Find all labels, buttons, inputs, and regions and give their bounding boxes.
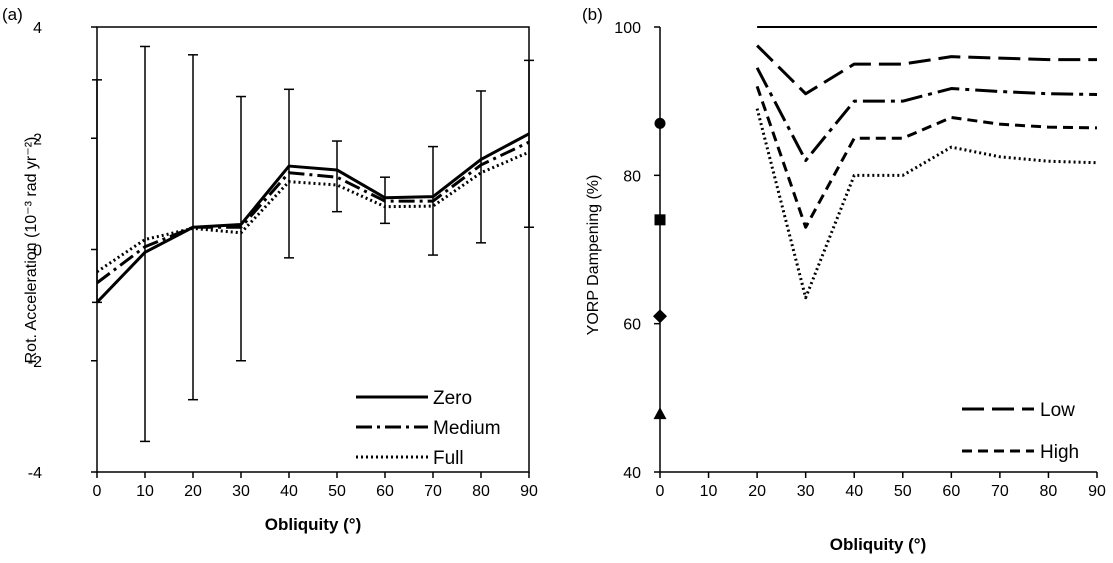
y-tick-label: 4 [33, 20, 42, 37]
panel-b-x-axis-title: Obliquity (°) [830, 535, 927, 554]
x-tick-label: 0 [93, 483, 102, 500]
marker-circle [654, 117, 666, 129]
panel-a-x-axis-title: Obliquity (°) [265, 515, 362, 534]
panel-b-legend: Low High [962, 400, 1079, 463]
legend-medium-label: Medium [433, 418, 501, 439]
panel-a-series [95, 132, 530, 304]
panel-b-y-axis-title: YORP Dampening (%) [585, 175, 602, 336]
panel-a: (a) 420-2-4 0 10 20 30 40 50 60 70 80 90 Obliquit… [2, 5, 538, 534]
y-tick-label: 40 [623, 465, 641, 482]
panel-b-x-ticks: 0 10 20 30 40 50 60 70 80 90 [656, 472, 1106, 500]
series-line-dotted [755, 108, 1098, 300]
y-tick-label: -2 [28, 354, 42, 371]
legend-full-label: Full [433, 448, 464, 469]
panel-b-label: (b) [582, 5, 603, 24]
panel-a-legend: Zero Medium Full [356, 388, 501, 469]
y-tick-label: 60 [623, 317, 641, 334]
x-tick-label: 50 [894, 483, 912, 500]
x-tick-label: 30 [232, 483, 250, 500]
x-tick-label: 30 [797, 483, 815, 500]
panel-b-markers [653, 117, 667, 420]
marker-diamond [653, 309, 667, 324]
y-tick-label: 100 [614, 20, 641, 37]
x-tick-label: 20 [748, 483, 766, 500]
x-tick-label: 0 [656, 483, 665, 500]
x-tick-label: 60 [942, 483, 960, 500]
panel-b: (b) 100 80 60 40 0 10 20 30 40 50 60 70 80 90 Obliqu… [582, 5, 1106, 554]
panel-a-y-ticks: 4 2 0 -2 -4 [28, 20, 97, 482]
panel-a-label: (a) [2, 5, 23, 24]
series-line-high [755, 85, 1098, 229]
x-tick-label: 10 [136, 483, 154, 500]
x-tick-label: 10 [700, 483, 718, 500]
x-tick-label: 70 [991, 483, 1009, 500]
legend-high-label: High [1040, 442, 1079, 463]
series-line-longdashdot [755, 67, 1098, 162]
series-line-zero [95, 132, 530, 304]
y-tick-label: 80 [623, 168, 641, 185]
x-tick-label: 50 [328, 483, 346, 500]
marker-triangle [653, 407, 667, 420]
x-tick-label: 90 [1088, 483, 1106, 500]
panel-b-series [755, 26, 1098, 300]
marker-square [654, 214, 666, 226]
x-tick-label: 40 [280, 483, 298, 500]
x-tick-label: 90 [520, 483, 538, 500]
series-line-low [756, 44, 1097, 96]
series-line-full [96, 150, 530, 273]
x-tick-label: 40 [845, 483, 863, 500]
panel-a-x-ticks: 0 10 20 30 40 50 60 70 80 90 [93, 472, 538, 500]
y-tick-label: 0 [33, 243, 42, 260]
legend-low-label: Low [1040, 400, 1075, 421]
panel-a-y-axis-title: Rot. Acceleration (10⁻³ rad yr⁻²) [23, 137, 40, 364]
y-tick-label: 2 [33, 131, 42, 148]
legend-zero-label: Zero [433, 388, 472, 409]
series-line-medium [96, 140, 530, 285]
x-tick-label: 80 [472, 483, 490, 500]
x-tick-label: 70 [424, 483, 442, 500]
y-tick-label: -4 [28, 465, 42, 482]
x-tick-label: 20 [184, 483, 202, 500]
x-tick-label: 80 [1040, 483, 1058, 500]
x-tick-label: 60 [376, 483, 394, 500]
panel-b-y-ticks: 100 80 60 40 [614, 20, 660, 482]
